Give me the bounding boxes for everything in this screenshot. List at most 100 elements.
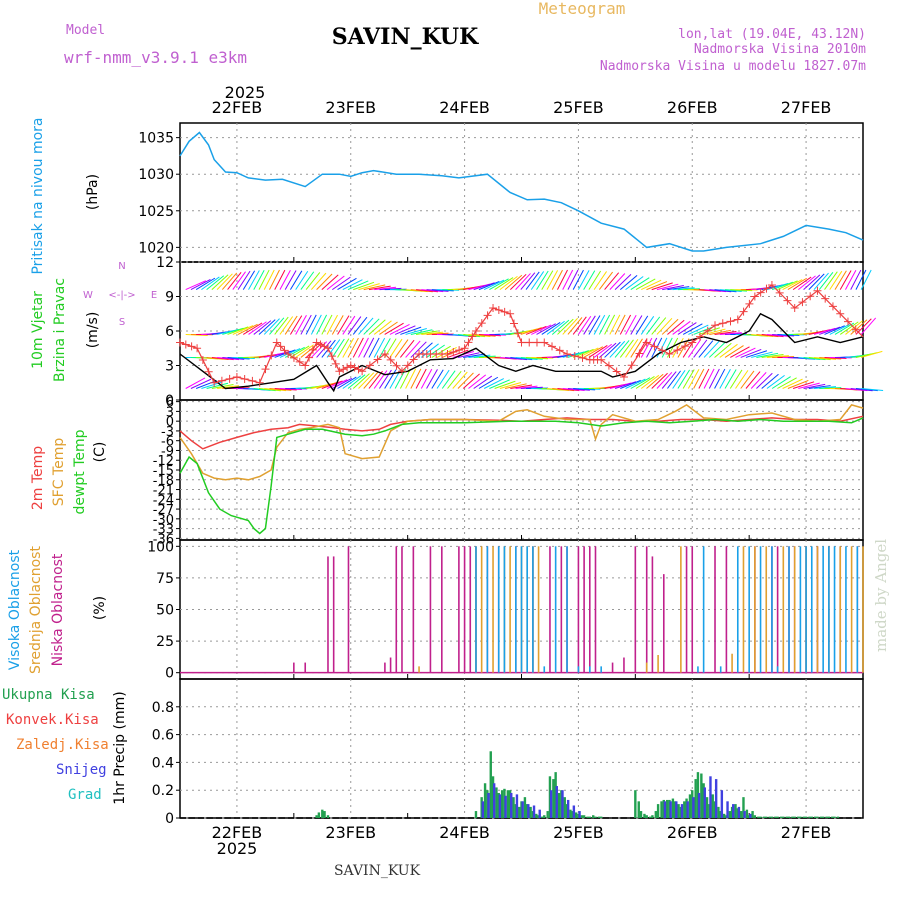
precip-total-bar: [512, 797, 514, 818]
precip-total-bar: [837, 817, 839, 818]
wind-gust-marker: [176, 339, 184, 347]
wind-gust-marker: [650, 342, 658, 350]
wind-arrow: [861, 351, 882, 357]
precip-total-bar: [771, 817, 773, 818]
precip-total-bar: [529, 807, 531, 818]
precip-snow-bar: [578, 811, 580, 818]
precip-total-bar: [655, 811, 657, 818]
precip-snow-bar: [556, 786, 558, 818]
precip-total-bar: [507, 790, 509, 818]
wind-arrow: [584, 271, 595, 290]
wind-arrow: [594, 344, 612, 357]
wind-gust-marker: [506, 310, 514, 318]
top-day-label: 26FEB: [667, 98, 718, 117]
compass-mid: <-|->: [108, 290, 135, 301]
mid-cloud-label: Srednja Oblacnost: [28, 546, 44, 674]
precip-snow-bar: [715, 779, 717, 818]
product-title: Meteogram: [539, 0, 626, 18]
wind-arrow: [416, 369, 426, 389]
top-day-label: 25FEB: [553, 98, 604, 117]
precip-snow-bar: [539, 810, 541, 818]
precip-snow-bar: [561, 790, 563, 818]
precip-total-bar: [820, 817, 822, 818]
wind-arrow: [505, 275, 522, 289]
wind-arrow: [741, 371, 754, 389]
wind-arrow: [736, 370, 748, 388]
wind-gust-marker: [525, 339, 533, 347]
precip-total-bar: [814, 817, 816, 818]
precip-total-bar: [640, 811, 642, 818]
wind-gust-marker: [719, 319, 727, 327]
wind-gust-marker: [301, 362, 309, 370]
wind-arrow: [353, 317, 367, 334]
wind-gust-marker: [495, 306, 503, 314]
precip-total-bar: [822, 817, 824, 818]
precip-snow-bar: [704, 787, 706, 818]
precip-total-bar: [475, 811, 477, 818]
wind-gust-marker: [468, 333, 476, 341]
wind-arrow: [547, 321, 565, 334]
bottom-day-label: 26FEB: [667, 823, 718, 842]
precip-total-bar: [518, 807, 520, 818]
precip-total-bar: [657, 804, 659, 818]
wind-gust-marker: [347, 362, 355, 370]
wind-label-bottom: Brzina i Pravac: [52, 278, 68, 382]
wind-gust-marker: [343, 363, 351, 371]
wind-arrow: [390, 339, 402, 357]
precip-total-bar: [592, 815, 594, 818]
wind-arrow: [353, 338, 363, 358]
precip-total-bar: [546, 811, 548, 818]
precip-total-bar: [803, 817, 805, 818]
wind-arrow: [594, 271, 606, 289]
pressure-ytick-label: 1020: [138, 240, 174, 256]
precip-total-bar: [833, 817, 835, 818]
precip-total-bar: [586, 817, 588, 818]
precip-total-bar: [660, 801, 662, 818]
precip-total-bar: [666, 800, 668, 818]
wind-gust-marker: [193, 344, 201, 352]
precip-snow-bar: [504, 796, 506, 818]
model-label: Model: [66, 23, 105, 38]
clouds-ytick-label: 25: [156, 634, 174, 650]
wind-arrow: [442, 371, 455, 389]
precip-snow-bar: [732, 804, 734, 818]
wind-arrow: [348, 317, 361, 335]
precip-snow-bar: [550, 790, 552, 818]
wind-arrow: [400, 340, 414, 357]
wind-arrow: [646, 338, 656, 357]
wind-gust-marker: [241, 375, 249, 383]
wind-arrow: [327, 315, 337, 334]
precip-snow-bar: [743, 811, 745, 818]
precip-total-bar: [712, 794, 714, 818]
wind-arrow: [395, 340, 408, 358]
precip-snow-bar: [487, 793, 489, 818]
dewpt-line: [180, 418, 863, 534]
wind-gust-marker: [339, 365, 347, 373]
precip-snow-bar: [527, 804, 529, 818]
precip-total-bar: [543, 815, 545, 818]
wind-arrow: [599, 343, 616, 357]
wind-arrow: [353, 374, 369, 389]
wind-gust-marker: [556, 346, 564, 354]
wind-gust-marker: [305, 354, 313, 362]
precip-frozen-label: Zaledj.Kisa: [16, 737, 109, 753]
wind-gust-marker: [548, 342, 556, 350]
compass-east: E: [151, 290, 157, 301]
compass-west: W: [83, 290, 93, 301]
precip-snow-bar: [493, 783, 495, 818]
precip-total-bar: [541, 817, 543, 818]
precip-total-bar: [723, 814, 725, 818]
tsfc-line: [180, 405, 863, 480]
precip-total-bar: [797, 817, 799, 818]
wind-label-top: 10m Vjetar: [30, 291, 46, 369]
precip-total-bar: [575, 812, 577, 818]
wind-arrow: [605, 315, 615, 335]
precip-snow-bar: [482, 801, 484, 818]
precip-total-bar: [501, 790, 503, 818]
clouds-ytick-label: 0: [165, 666, 174, 682]
wind-arrow: [594, 315, 605, 334]
model-name: wrf-nmm_v3.9.1 e3km: [64, 48, 247, 67]
precip-conv-label: Konvek.Kisa: [6, 712, 99, 728]
